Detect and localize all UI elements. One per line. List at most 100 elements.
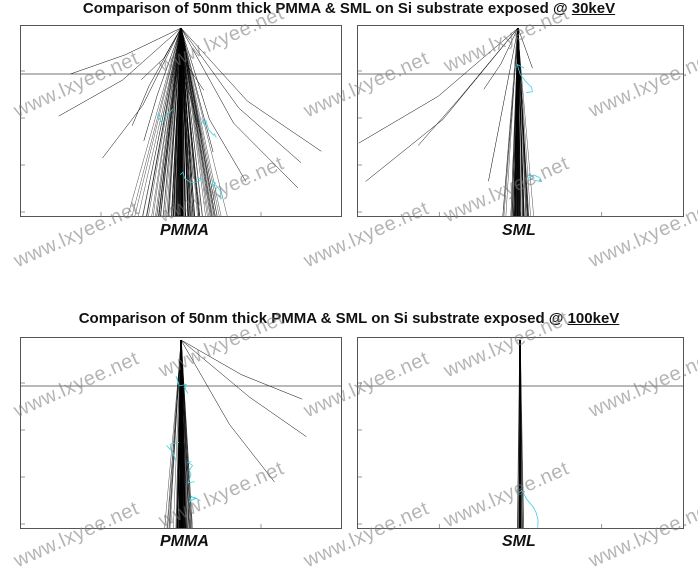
bottom-pmma-label: PMMA [160,533,209,550]
scattered-trajectory [180,27,214,153]
bottom-pmma-trajectories [21,339,341,528]
scattered-trajectory [365,27,519,182]
electron-trajectory [502,27,518,216]
electron-trajectory [173,339,181,528]
electron-trajectory [181,27,200,216]
electron-trajectory [180,339,182,528]
electron-trajectory [131,27,181,216]
electron-trajectory [134,27,181,216]
electron-trajectory [181,339,193,528]
top-sml-plot [357,25,684,217]
electron-trajectory [505,27,518,216]
electron-trajectory [171,27,182,216]
electron-trajectory [152,27,181,216]
electron-trajectory [148,27,182,216]
electron-trajectory [503,27,519,216]
secondary-electron-path [187,461,195,484]
scattered-trajectory [70,27,182,75]
bottom-title-energy: 100keV [567,310,620,327]
electron-trajectory [181,27,206,216]
secondary-electron-path [157,108,173,125]
scattered-trajectory [180,27,299,189]
top-title-prefix: Comparison of 50nm thick PMMA & SML on S… [82,0,572,17]
scattered-trajectory [141,27,182,80]
scattered-trajectory [131,27,182,126]
electron-trajectory [520,339,524,528]
electron-trajectory [158,27,182,216]
scattered-trajectory [418,27,519,146]
top-title: Comparison of 50nm thick PMMA & SML on S… [0,0,698,17]
electron-trajectory [151,27,182,216]
top-pmma-plot [20,25,342,217]
electron-trajectory [180,27,213,216]
electron-trajectory [181,27,189,216]
scattered-trajectory [517,27,533,69]
electron-trajectory [164,339,182,528]
bottom-pmma-plot [20,337,342,529]
electron-trajectory [180,27,199,216]
electron-trajectory [127,27,181,216]
electron-trajectory [517,339,520,528]
scattered-trajectory [180,27,302,163]
top-pmma-trajectories [21,27,341,216]
electron-trajectory [177,339,181,528]
electron-trajectory [156,27,182,216]
electron-trajectory [518,27,523,216]
secondary-electron-path [527,173,543,183]
electron-trajectory [180,27,220,216]
electron-trajectory [175,339,181,528]
scattered-trajectory [102,27,182,159]
scattered-trajectory [180,27,247,182]
scattered-trajectory [180,339,275,483]
electron-trajectory [180,339,193,528]
bottom-title-prefix: Comparison of 50nm thick PMMA & SML on S… [78,310,568,327]
secondary-electron-path [180,171,204,183]
electron-trajectory [163,27,182,216]
secondary-electron-path [211,179,222,200]
electron-trajectory [180,27,228,216]
secondary-electron-path [518,489,539,528]
scattered-trajectory [180,27,322,152]
scattered-trajectory [180,339,303,400]
top-sml-trajectories [358,27,683,216]
scattered-trajectory [180,27,202,136]
secondary-electron-path [166,442,180,462]
secondary-electron-path [175,375,189,394]
electron-trajectory [180,27,218,216]
scattered-trajectory [488,27,519,182]
bottom-title: Comparison of 50nm thick PMMA & SML on S… [0,310,698,327]
electron-trajectory [177,27,181,216]
secondary-electron-path [516,63,533,93]
electron-trajectory [169,339,182,528]
electron-trajectory [180,27,186,216]
secondary-electron-path [188,495,201,503]
electron-trajectory [166,27,182,216]
bottom-sml-plot [357,337,684,529]
electron-trajectory [146,27,182,216]
electron-trajectory [174,27,181,216]
electron-trajectory [146,27,182,216]
electron-trajectory [517,27,529,216]
scattered-trajectory [180,27,194,179]
electron-trajectory [138,27,182,216]
top-pmma-label: PMMA [160,222,209,239]
electron-trajectory [181,27,186,216]
top-sml-label: SML [502,222,536,239]
scattered-trajectory [180,27,204,91]
scattered-trajectory [358,27,519,144]
electron-trajectory [164,27,182,216]
electron-trajectory [514,27,519,216]
electron-trajectory [180,339,191,528]
electron-trajectory [181,27,191,216]
electron-trajectory [176,339,181,528]
electron-trajectory [181,27,198,216]
bottom-sml-label: SML [502,533,536,550]
electron-trajectory [146,27,181,216]
bottom-sml-trajectories [358,339,683,528]
secondary-electron-path [201,118,217,138]
top-title-energy: 30keV [571,0,616,17]
electron-trajectory [520,339,522,528]
electron-trajectory [517,27,534,216]
scattered-trajectory [180,339,307,437]
scattered-trajectory [58,27,182,117]
